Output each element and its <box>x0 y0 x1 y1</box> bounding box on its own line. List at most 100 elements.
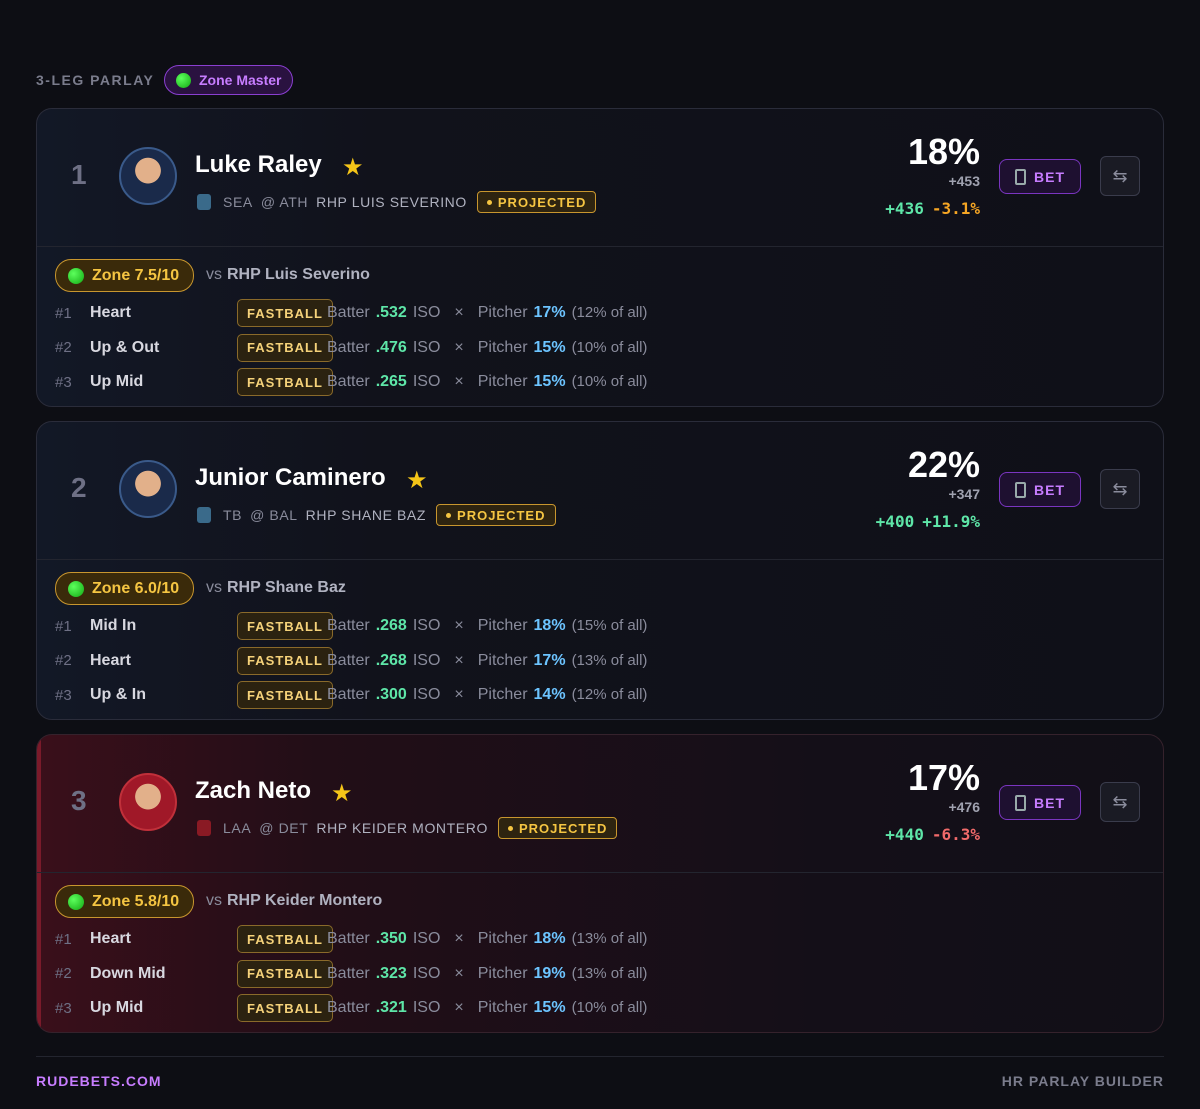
projected-dot <box>446 512 452 518</box>
pitcher-label: Pitcher <box>477 964 528 982</box>
pitch-pct: 17% <box>533 651 566 669</box>
bet-button[interactable]: BET <box>999 472 1081 507</box>
batter-label: Batter <box>327 617 370 634</box>
bet-text: BET <box>1034 168 1065 185</box>
projected-text: PROJECTED <box>518 820 608 836</box>
zone-row: #3 Up Mid FASTBALL Batter .265 ISO × Pitcher 15%… <box>55 368 755 396</box>
pitch-badge: FASTBALL <box>237 959 333 988</box>
vs-pitcher: RHP Keider Montero <box>227 892 383 909</box>
iso-label: ISO <box>412 999 441 1016</box>
team: SEA <box>223 194 253 210</box>
stats: Batter .350 ISO × Pitcher 18% (13% of all) <box>327 930 647 948</box>
avatar <box>119 460 177 518</box>
tool: HR PARLAY BUILDER <box>1001 1073 1164 1089</box>
opponent: @ DET <box>259 820 309 836</box>
leg-card: 1 Luke Raley ★ SEA @ ATH RHP LUIS SEVERINO PRO… <box>36 108 1164 407</box>
batter-label: Batter <box>327 686 370 703</box>
times: × <box>454 651 464 669</box>
bet-button[interactable]: BET <box>999 159 1081 194</box>
team: TB <box>223 507 243 523</box>
zone-row: #1 Heart FASTBALL Batter .350 ISO × Pitcher 18% (… <box>55 925 755 953</box>
pitch-badge: FASTBALL <box>237 646 333 675</box>
pitcher: RHP LUIS SEVERINO <box>316 194 467 210</box>
odds-line: +436 -3.1% <box>885 199 980 218</box>
pitch-pct: 15% <box>533 338 566 356</box>
times: × <box>454 304 464 321</box>
team: LAA <box>223 820 252 836</box>
share: (13% of all) <box>571 651 648 669</box>
bet-button[interactable]: BET <box>999 785 1081 820</box>
times: × <box>454 964 464 982</box>
share: (13% of all) <box>571 964 648 982</box>
player-name: Junior Caminero <box>195 464 386 491</box>
pitch-pct: 15% <box>533 999 566 1016</box>
stats: Batter .300 ISO × Pitcher 14% (12% of all) <box>327 686 647 704</box>
matchup: SEA @ ATH RHP LUIS SEVERINO PROJECTED <box>197 191 597 213</box>
zone-score: Zone 5.8/10 <box>92 892 180 910</box>
vs-pitcher: RHP Shane Baz <box>227 579 346 596</box>
zone-name: Up & Out <box>90 338 160 356</box>
pitch-pct: 15% <box>533 373 566 390</box>
pitcher-label: Pitcher <box>477 338 528 356</box>
pitch-badge: FASTBALL <box>237 925 333 953</box>
star: ★ <box>331 780 353 807</box>
projected-dot <box>486 199 492 205</box>
iso-value: .300 <box>375 686 407 703</box>
pitch-badge: FASTBALL <box>237 612 333 640</box>
probability: 22% <box>907 444 980 485</box>
site[interactable]: RUDEBETS.COM <box>36 1073 162 1089</box>
opponent: @ ATH <box>260 194 309 210</box>
pitch-badge: FASTBALL <box>237 368 333 396</box>
share: (10% of all) <box>571 338 648 356</box>
batter-label: Batter <box>327 999 370 1016</box>
iso-value: .268 <box>375 617 407 634</box>
zone-pill: Zone 6.0/10 <box>55 572 195 605</box>
swap-button[interactable]: ⇆ <box>1100 469 1140 509</box>
zone-name: Down Mid <box>90 964 166 982</box>
projected-text: PROJECTED <box>457 507 546 523</box>
stats: Batter .268 ISO × Pitcher 18% (15% of all) <box>327 617 647 635</box>
zone-dot <box>68 893 84 910</box>
zone-score: Zone 6.0/10 <box>92 579 180 597</box>
divider <box>37 559 1163 560</box>
vs-pitcher: RHP Luis Severino <box>227 266 370 283</box>
divider <box>37 246 1163 247</box>
avatar <box>119 147 177 205</box>
iso-value: .265 <box>375 373 407 390</box>
pitch-badge: FASTBALL <box>237 994 333 1022</box>
divider <box>37 872 1163 873</box>
zone-name: Mid In <box>90 617 137 634</box>
batter-label: Batter <box>327 304 370 321</box>
iso-value: .476 <box>375 338 407 356</box>
batter-label: Batter <box>327 930 370 947</box>
pitcher: RHP SHANE BAZ <box>305 507 427 523</box>
team-logo <box>197 194 211 210</box>
star: ★ <box>406 467 428 494</box>
zone-score: Zone 7.5/10 <box>92 266 180 284</box>
times: × <box>454 930 464 947</box>
rank: #3 <box>55 999 72 1017</box>
zone-name: Heart <box>90 651 131 669</box>
stats: Batter .323 ISO × Pitcher 19% (13% of all) <box>327 965 647 983</box>
fair-odds: +476 <box>948 799 980 815</box>
rank: #2 <box>55 965 72 982</box>
pitcher-label: Pitcher <box>477 617 528 634</box>
zone-master-badge: Zone Master <box>164 65 294 95</box>
zone-row: #3 Up & In FASTBALL Batter .300 ISO × Pitcher 14… <box>55 681 755 709</box>
batter-label: Batter <box>327 338 370 356</box>
bet-icon <box>1015 168 1026 185</box>
iso-value: .532 <box>375 304 407 321</box>
iso-label: ISO <box>412 617 441 634</box>
iso-value: .323 <box>375 964 407 982</box>
vs: vs <box>206 579 222 596</box>
swap-button[interactable]: ⇆ <box>1100 782 1140 822</box>
team-logo <box>197 820 211 836</box>
projected-badge: PROJECTED <box>476 191 597 213</box>
iso-value: .268 <box>375 651 407 669</box>
iso-label: ISO <box>412 964 441 982</box>
rank: #1 <box>55 617 72 635</box>
iso-value: .321 <box>375 999 407 1016</box>
iso-label: ISO <box>412 373 441 390</box>
share: (12% of all) <box>571 686 648 703</box>
swap-button[interactable]: ⇆ <box>1100 156 1140 196</box>
